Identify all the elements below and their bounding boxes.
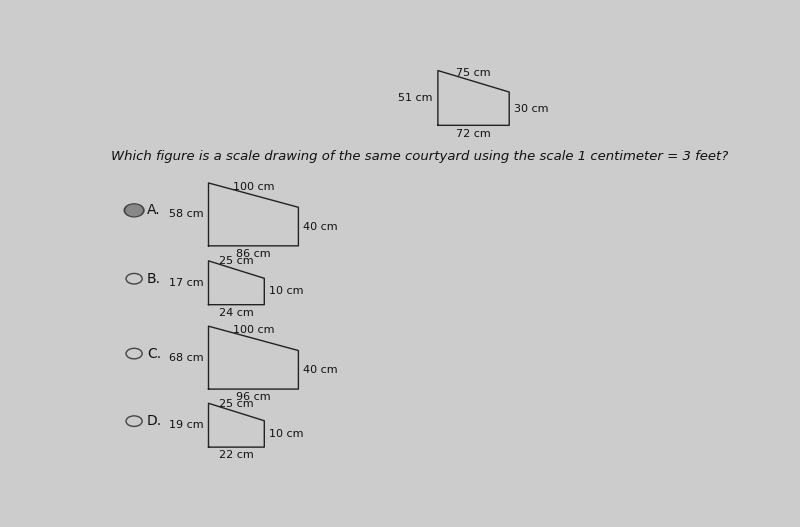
Text: A.: A. bbox=[147, 203, 161, 217]
Text: 40 cm: 40 cm bbox=[303, 365, 338, 375]
Text: 10 cm: 10 cm bbox=[270, 429, 304, 439]
Text: 10 cm: 10 cm bbox=[270, 287, 304, 297]
Text: 86 cm: 86 cm bbox=[236, 249, 270, 259]
Text: 58 cm: 58 cm bbox=[169, 209, 203, 219]
Text: 100 cm: 100 cm bbox=[233, 182, 274, 192]
Text: 51 cm: 51 cm bbox=[398, 93, 433, 103]
Text: 17 cm: 17 cm bbox=[169, 278, 203, 288]
Text: 22 cm: 22 cm bbox=[219, 451, 254, 461]
Text: 25 cm: 25 cm bbox=[219, 399, 254, 409]
Text: 30 cm: 30 cm bbox=[514, 104, 549, 114]
Circle shape bbox=[124, 204, 144, 217]
Text: 24 cm: 24 cm bbox=[219, 308, 254, 318]
Text: 19 cm: 19 cm bbox=[169, 420, 203, 430]
Text: C.: C. bbox=[147, 347, 162, 360]
Text: 40 cm: 40 cm bbox=[303, 221, 338, 231]
Text: B.: B. bbox=[147, 272, 161, 286]
Text: 96 cm: 96 cm bbox=[236, 392, 270, 402]
Text: 100 cm: 100 cm bbox=[233, 325, 274, 335]
Text: 25 cm: 25 cm bbox=[219, 256, 254, 266]
Text: 75 cm: 75 cm bbox=[456, 68, 491, 78]
Text: 68 cm: 68 cm bbox=[169, 353, 203, 363]
Text: Which figure is a scale drawing of the same courtyard using the scale 1 centimet: Which figure is a scale drawing of the s… bbox=[111, 151, 729, 163]
Text: D.: D. bbox=[147, 414, 162, 428]
Circle shape bbox=[126, 205, 142, 216]
Text: 72 cm: 72 cm bbox=[456, 129, 491, 139]
